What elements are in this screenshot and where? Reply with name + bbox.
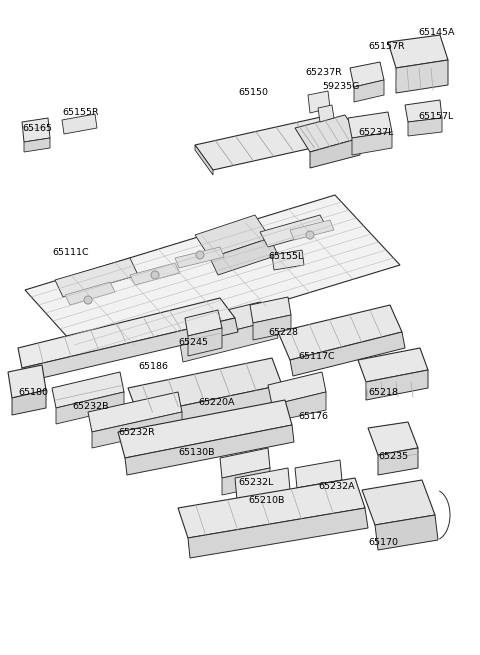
Circle shape <box>84 296 92 304</box>
Polygon shape <box>260 215 328 247</box>
Polygon shape <box>128 358 282 415</box>
Text: 65130B: 65130B <box>178 448 215 457</box>
Polygon shape <box>188 328 222 356</box>
Polygon shape <box>195 215 270 258</box>
Polygon shape <box>308 91 330 113</box>
Polygon shape <box>22 118 50 142</box>
Polygon shape <box>125 425 294 475</box>
Polygon shape <box>220 448 270 478</box>
Text: 65157R: 65157R <box>368 42 405 51</box>
Polygon shape <box>368 422 418 455</box>
Text: 65155R: 65155R <box>62 108 98 117</box>
Polygon shape <box>366 370 428 400</box>
Polygon shape <box>88 392 182 432</box>
Polygon shape <box>350 62 384 87</box>
Circle shape <box>151 271 159 279</box>
Polygon shape <box>354 80 384 102</box>
Text: 65220A: 65220A <box>198 398 235 407</box>
Polygon shape <box>55 258 138 297</box>
Polygon shape <box>195 145 213 175</box>
Polygon shape <box>348 112 392 138</box>
Text: 65117C: 65117C <box>298 352 335 361</box>
Polygon shape <box>375 515 438 550</box>
Polygon shape <box>272 250 304 270</box>
Polygon shape <box>268 372 326 405</box>
Polygon shape <box>310 138 360 168</box>
Text: 65170: 65170 <box>368 538 398 547</box>
Polygon shape <box>18 298 235 368</box>
Polygon shape <box>118 400 292 458</box>
Polygon shape <box>56 392 124 424</box>
Text: 65237L: 65237L <box>358 128 394 137</box>
Polygon shape <box>318 105 334 122</box>
Polygon shape <box>362 480 435 525</box>
Polygon shape <box>295 460 342 488</box>
Text: 65245: 65245 <box>178 338 208 347</box>
Polygon shape <box>222 468 270 495</box>
Text: 65145A: 65145A <box>418 28 455 37</box>
Polygon shape <box>405 100 442 122</box>
Polygon shape <box>408 118 442 136</box>
Polygon shape <box>24 138 50 152</box>
Text: 65180: 65180 <box>18 388 48 397</box>
Text: 65176: 65176 <box>298 412 328 421</box>
Polygon shape <box>185 310 222 336</box>
Polygon shape <box>22 318 238 382</box>
Polygon shape <box>180 320 278 362</box>
Polygon shape <box>272 392 326 422</box>
Text: 65237R: 65237R <box>305 68 342 77</box>
Polygon shape <box>175 247 224 268</box>
Text: 65232L: 65232L <box>238 478 274 487</box>
Polygon shape <box>165 302 275 344</box>
Polygon shape <box>8 365 46 398</box>
Polygon shape <box>250 297 291 323</box>
Polygon shape <box>253 315 291 340</box>
Polygon shape <box>62 114 97 134</box>
Polygon shape <box>210 238 278 275</box>
Polygon shape <box>235 468 290 500</box>
Polygon shape <box>388 35 448 68</box>
Polygon shape <box>188 508 368 558</box>
Text: 59235G: 59235G <box>322 82 360 91</box>
Text: 65155L: 65155L <box>268 252 303 261</box>
Polygon shape <box>25 195 400 360</box>
Text: 65232B: 65232B <box>72 402 108 411</box>
Text: 65157L: 65157L <box>418 112 453 121</box>
Polygon shape <box>297 480 342 505</box>
Polygon shape <box>378 448 418 475</box>
Polygon shape <box>358 348 428 382</box>
Polygon shape <box>12 390 46 415</box>
Polygon shape <box>237 490 290 518</box>
Polygon shape <box>352 132 392 155</box>
Polygon shape <box>65 282 115 305</box>
Text: 65218: 65218 <box>368 388 398 397</box>
Polygon shape <box>52 372 124 408</box>
Text: 65165: 65165 <box>22 124 52 133</box>
Polygon shape <box>178 478 365 538</box>
Text: 65232A: 65232A <box>318 482 355 491</box>
Polygon shape <box>278 305 402 360</box>
Polygon shape <box>290 220 334 240</box>
Text: 65235: 65235 <box>378 452 408 461</box>
Circle shape <box>306 231 314 239</box>
Text: 65210B: 65210B <box>248 496 284 505</box>
Polygon shape <box>138 385 284 435</box>
Circle shape <box>196 251 204 259</box>
Polygon shape <box>290 332 405 376</box>
Text: 65111C: 65111C <box>52 248 89 257</box>
Text: 65186: 65186 <box>138 362 168 371</box>
Polygon shape <box>195 115 348 170</box>
Polygon shape <box>130 263 180 285</box>
Text: 65228: 65228 <box>268 328 298 337</box>
Polygon shape <box>92 412 182 448</box>
Text: 65150: 65150 <box>238 88 268 97</box>
Text: 65232R: 65232R <box>118 428 155 437</box>
Polygon shape <box>396 60 448 93</box>
Polygon shape <box>295 115 360 152</box>
